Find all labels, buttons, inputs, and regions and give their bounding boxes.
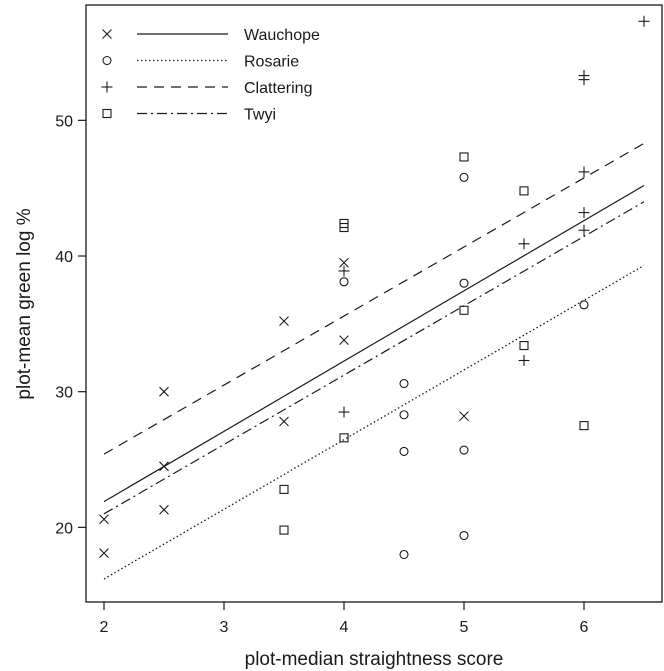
x-tick-label: 6	[580, 619, 589, 636]
point-twyi	[519, 341, 529, 351]
point-clattering	[578, 224, 590, 236]
legend-label-twyi: Twyi	[244, 107, 276, 124]
y-tick-label: 20	[55, 520, 73, 537]
point-rosarie	[459, 172, 469, 182]
data-points	[99, 15, 650, 560]
point-twyi	[459, 152, 469, 162]
y-tick-label: 30	[55, 385, 73, 402]
point-wauchope	[159, 386, 169, 397]
point-wauchope	[459, 411, 469, 422]
point-clattering	[518, 238, 530, 250]
x-axis-label: plot-median straightness score	[245, 649, 504, 670]
point-twyi	[579, 421, 589, 431]
fit-lines	[103, 142, 645, 580]
point-wauchope	[339, 257, 349, 268]
point-wauchope	[339, 335, 349, 346]
x-tick-label: 2	[100, 619, 109, 636]
point-twyi	[339, 433, 349, 443]
legend-label-rosarie: Rosarie	[244, 54, 299, 71]
point-clattering	[578, 70, 590, 82]
point-wauchope	[279, 416, 289, 427]
y-axis-label: plot-mean green log %	[14, 208, 35, 399]
x-tick-label: 5	[460, 619, 469, 636]
y-tick-label: 40	[55, 249, 73, 266]
x-tick-label: 4	[340, 619, 349, 636]
point-clattering	[578, 166, 590, 178]
point-wauchope	[279, 316, 289, 327]
point-wauchope	[159, 461, 169, 472]
point-twyi	[459, 305, 469, 315]
point-rosarie	[399, 549, 409, 560]
point-clattering	[338, 265, 350, 277]
legend: Wauchope Rosarie Clattering Twyi	[101, 27, 320, 124]
fit-line-wauchope	[103, 184, 645, 503]
legend-marker-rosarie	[102, 55, 112, 66]
fit-line-rosarie	[103, 264, 645, 580]
legend-marker-clattering	[101, 81, 113, 93]
point-rosarie	[399, 379, 409, 389]
x-tick-label: 3	[220, 619, 229, 636]
point-rosarie	[459, 445, 469, 455]
point-rosarie	[399, 446, 409, 456]
point-clattering	[638, 15, 650, 27]
point-rosarie	[339, 277, 349, 287]
point-clattering	[338, 406, 350, 418]
point-rosarie	[459, 530, 469, 541]
point-twyi	[279, 484, 289, 494]
legend-label-wauchope: Wauchope	[244, 27, 320, 44]
point-clattering	[518, 354, 530, 366]
point-wauchope	[99, 514, 109, 525]
point-rosarie	[579, 300, 589, 310]
point-twyi	[279, 525, 289, 535]
point-wauchope	[99, 548, 109, 559]
point-twyi	[339, 222, 349, 233]
plot-frame	[85, 4, 663, 603]
x-axis: 2 3 4 5 6	[100, 602, 589, 636]
point-rosarie	[399, 410, 409, 420]
point-twyi	[519, 186, 529, 196]
y-axis: 20 30 40 50	[55, 113, 86, 537]
point-wauchope	[159, 504, 169, 515]
legend-label-clattering: Clattering	[244, 80, 312, 97]
fit-line-twyi	[103, 201, 645, 515]
point-clattering	[578, 207, 590, 219]
legend-marker-twyi	[102, 108, 112, 119]
y-tick-label: 50	[55, 113, 73, 130]
point-rosarie	[459, 278, 469, 288]
fit-line-clattering	[103, 142, 645, 455]
legend-marker-wauchope	[102, 29, 112, 39]
